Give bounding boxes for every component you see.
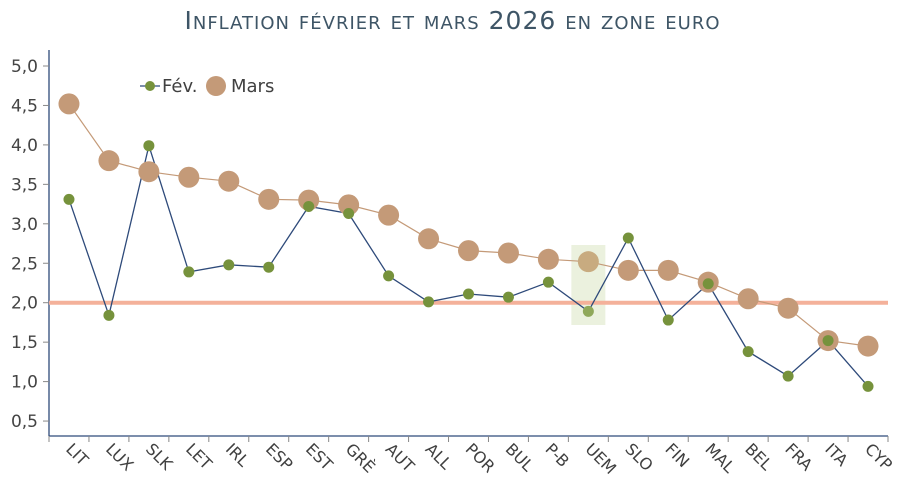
legend-mars-label: Mars (231, 76, 274, 97)
point-fev-slo (622, 232, 634, 244)
x-tick-label-aut: AUT (382, 439, 419, 476)
point-mars-slo (617, 259, 639, 281)
point-mars-bel (737, 288, 759, 310)
point-mars-esp (258, 188, 280, 210)
point-fev-aut (383, 270, 395, 282)
y-tick-label: 5,0 (11, 57, 38, 77)
point-mars-grè (338, 194, 360, 216)
point-fev-lit (63, 193, 75, 205)
point-mars-lux (98, 150, 120, 172)
point-fev-esp (263, 261, 275, 273)
y-tick-label: 3,0 (11, 215, 38, 235)
point-mars-p-b (537, 248, 559, 270)
point-mars-uem (577, 251, 599, 273)
y-tick-label: 1,0 (11, 373, 38, 393)
x-tick-label-fra: FRA (781, 439, 816, 474)
point-fev-lux (103, 309, 115, 321)
x-tick-label-slo: SLO (621, 439, 656, 474)
x-tick-label-lit: LIT (62, 439, 92, 469)
point-mars-irl (218, 170, 240, 192)
point-fev-uem (582, 305, 594, 317)
series-line-mars (68, 103, 869, 347)
x-tick-label-por: POR (462, 439, 499, 476)
x-tick-label-all: ALL (422, 439, 456, 473)
point-fev-all (423, 296, 435, 308)
point-mars-lit (58, 93, 80, 115)
point-fev-ita (822, 335, 834, 347)
x-tick-label-grè: GRÈ (342, 439, 379, 476)
point-mars-let (178, 166, 200, 188)
chart-title: Inflation février et mars 2026 en zone e… (184, 6, 721, 35)
point-fev-irl (223, 259, 235, 271)
y-tick-label: 2,0 (11, 294, 38, 314)
point-fev-mal (702, 278, 714, 290)
point-fev-let (183, 266, 195, 278)
x-tick-label-uem: UEM (582, 439, 621, 478)
point-fev-fin (662, 314, 674, 326)
legend-fev-label: Fév. (162, 76, 197, 97)
x-tick-label-p-b: P-B (542, 439, 573, 470)
point-fev-por (463, 288, 474, 300)
point-fev-cyp (862, 380, 874, 392)
point-mars-fin (657, 259, 679, 281)
x-tick-label-bul: BUL (502, 439, 538, 475)
y-tick-label: 0,5 (11, 412, 38, 432)
x-tick-label-fin: FIN (661, 439, 693, 471)
y-tick-label: 4,0 (11, 136, 38, 156)
x-tick-label-slk: SLK (142, 439, 177, 474)
point-mars-fra (777, 297, 799, 319)
point-fev-slk (143, 140, 155, 152)
y-tick-label: 2,5 (11, 254, 38, 274)
x-tick-label-mal: MAL (701, 439, 738, 476)
x-tick-label-esp: ESP (262, 439, 297, 474)
point-fev-grè (343, 208, 355, 220)
point-fev-est (303, 200, 315, 212)
point-mars-por (458, 240, 479, 262)
point-fev-fra (782, 370, 794, 382)
point-mars-aut (378, 204, 400, 226)
x-tick-label-irl: IRL (222, 439, 253, 470)
point-fev-bul (502, 291, 514, 303)
y-tick-label: 1,5 (11, 333, 38, 353)
point-fev-p-b (542, 276, 554, 288)
x-tick-label-let: LET (182, 439, 216, 473)
legend-fev-marker (145, 81, 155, 91)
y-tick-label: 3,5 (11, 175, 38, 195)
legend: Fév. Mars (140, 76, 274, 97)
point-mars-bul (497, 242, 519, 264)
point-mars-cyp (857, 335, 879, 357)
x-tick-label-cyp: CYP (861, 439, 896, 474)
x-tick-label-est: EST (302, 439, 337, 474)
point-fev-bel (742, 346, 754, 358)
point-mars-all (418, 228, 440, 250)
legend-mars-marker (206, 76, 226, 96)
x-tick-label-bel: BEL (741, 439, 776, 474)
x-tick-label-lux: LUX (102, 439, 137, 474)
x-tick-label-ita: ITA (821, 439, 852, 470)
y-tick-label: 4,5 (11, 96, 38, 116)
point-mars-slk (138, 161, 160, 183)
